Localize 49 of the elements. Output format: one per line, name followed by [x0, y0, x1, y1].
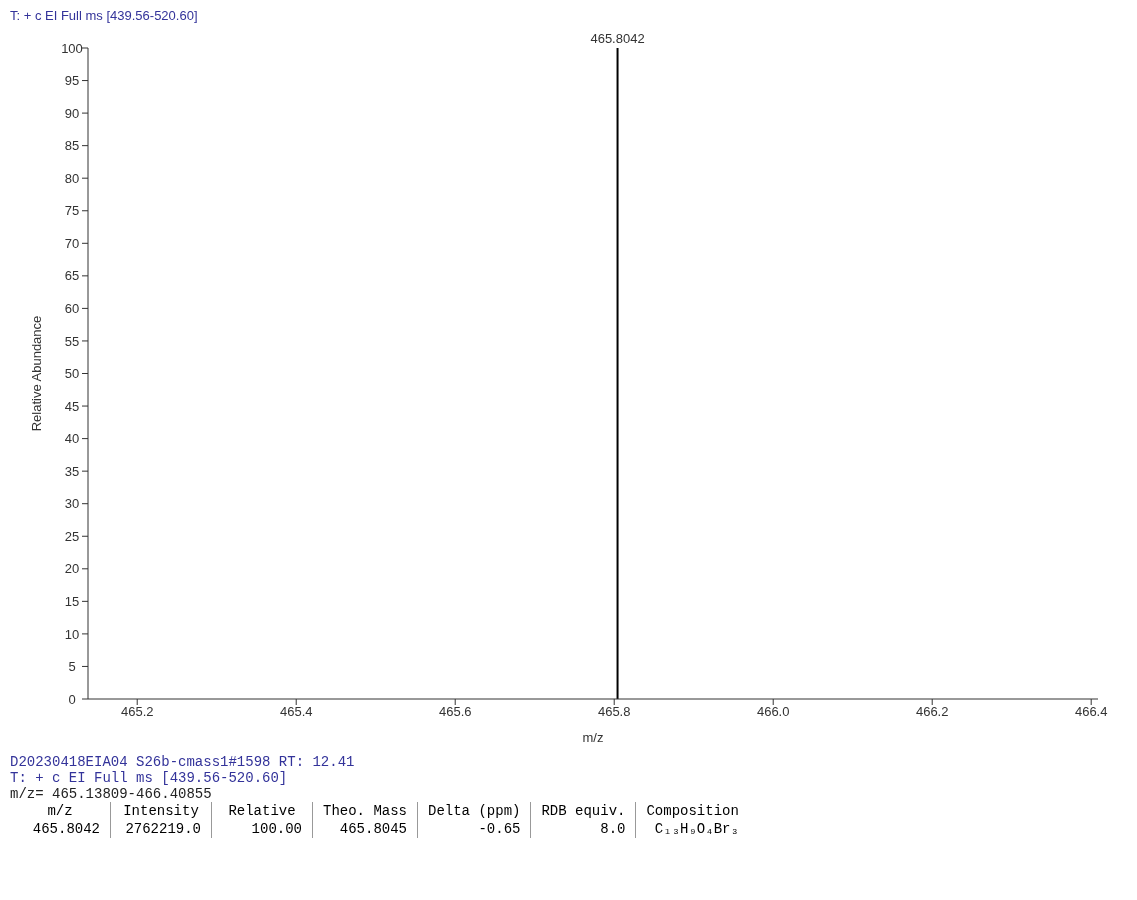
x-tick-label: 466.2 [915, 704, 949, 720]
text: 2762219.0 [110, 820, 212, 838]
text: 465.8045 [312, 820, 418, 838]
annotation: 465.8042 [590, 31, 645, 46]
y-tick-label: 10 [64, 626, 80, 642]
y-tick-label: 45 [64, 398, 80, 414]
y-tick-label: 95 [64, 73, 80, 89]
text: m/z [46, 802, 74, 820]
x-tick-label: 465.6 [438, 704, 472, 720]
y-tick-label: 75 [64, 203, 80, 219]
y-tick-label: 100 [61, 40, 83, 56]
text: Intensity [110, 802, 212, 820]
text: 8.0 [530, 820, 636, 838]
text: Delta (ppm) [417, 802, 531, 820]
y-tick-label: 70 [64, 235, 80, 251]
x-tick-label: 466.4 [1074, 704, 1108, 720]
text: m/z= 465.13809-466.40855 [10, 786, 213, 802]
text: 100.00 [211, 820, 313, 838]
y-tick-label: 35 [64, 463, 80, 479]
y-tick-label: 85 [64, 138, 80, 154]
text: Theo. Mass [312, 802, 418, 820]
y-tick-label: 25 [64, 528, 80, 544]
y-tick-label: 55 [64, 333, 80, 349]
chart-title: T: + c EI Full ms [439.56-520.60] [10, 8, 199, 24]
text: Composition [635, 802, 749, 820]
x-tick-label: 466.0 [756, 704, 790, 720]
x-tick-label: 465.2 [120, 704, 154, 720]
text: RDB equiv. [530, 802, 636, 820]
y-tick-label: 5 [68, 659, 76, 675]
x-tick-label: 465.4 [279, 704, 313, 720]
text: T: + c EI Full ms [439.56-520.60] [10, 770, 289, 786]
text: D20230418EIA04 S26b-cmass1#1598 RT: 12.41 [10, 754, 356, 770]
y-tick-label: 40 [64, 431, 80, 447]
text: -0.65 [417, 820, 531, 838]
y-tick-label: 20 [64, 561, 80, 577]
y-tick-label: 80 [64, 170, 80, 186]
y-tick-label: 30 [64, 496, 80, 512]
text: 465.8042 [31, 820, 101, 838]
x-tick-label: 465.8 [597, 704, 631, 720]
y-axis-title: Relative Abundance [28, 315, 44, 432]
y-tick-label: 65 [64, 268, 80, 284]
y-tick-label: 60 [64, 301, 80, 317]
y-tick-label: 90 [64, 105, 80, 121]
text: Relative [211, 802, 313, 820]
x-axis-title: m/z [582, 730, 604, 745]
y-tick-label: 50 [64, 366, 80, 382]
text: C₁₃H₉O₄Br₃ [635, 820, 749, 838]
y-tick-label: 15 [64, 593, 80, 609]
y-tick-label: 0 [68, 691, 76, 707]
